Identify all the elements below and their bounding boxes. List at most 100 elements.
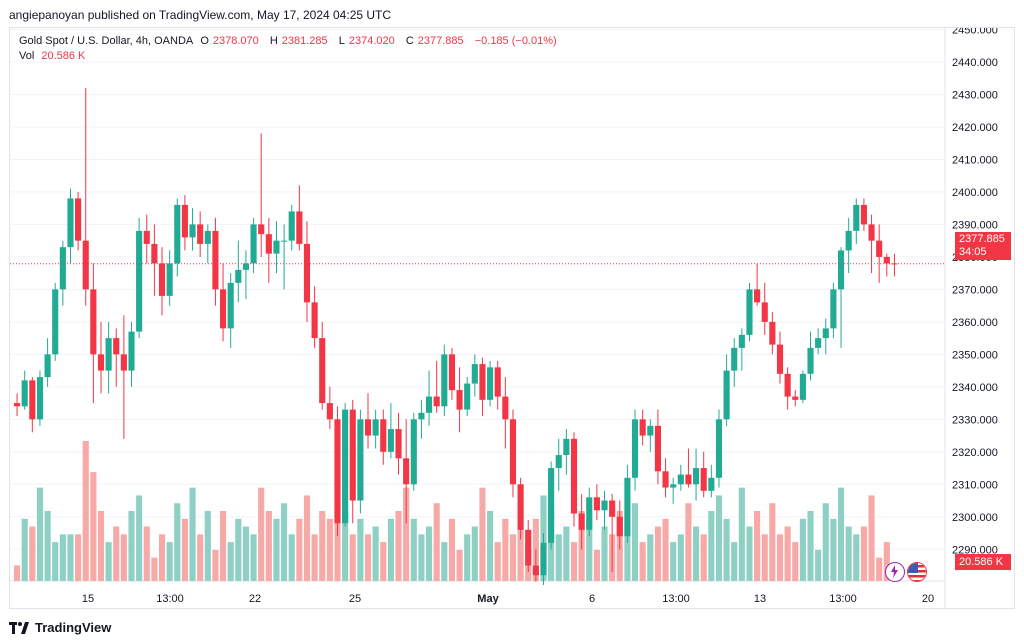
high-value: 2381.285	[281, 35, 328, 47]
volume-bar	[502, 518, 509, 581]
volume-bar	[654, 526, 661, 581]
legend-ohlc-row: Gold Spot / U.S. Dollar, 4h, OANDA O 2378…	[19, 34, 561, 49]
candle-body	[395, 429, 402, 459]
volume-bar	[75, 534, 82, 581]
candle-body	[189, 224, 196, 238]
volume-bar	[853, 534, 860, 581]
volume-bar	[593, 549, 600, 581]
symbol-description[interactable]: Gold Spot / U.S. Dollar, 4h, OANDA	[19, 35, 194, 47]
candle-body	[670, 484, 677, 488]
candle-body	[433, 396, 440, 407]
volume-bar	[258, 487, 265, 581]
volume-bar	[36, 487, 44, 581]
volume-bar	[769, 503, 776, 581]
volume-bar	[311, 534, 318, 581]
candle-body	[830, 289, 837, 329]
volume-bar	[174, 503, 181, 581]
candle-body	[166, 263, 173, 296]
candle-body	[82, 240, 89, 290]
candle-body	[891, 263, 898, 265]
us-flag-icon[interactable]	[907, 562, 927, 582]
candle-body	[349, 409, 356, 501]
volume-bar	[14, 565, 21, 581]
volume-bar	[487, 511, 494, 581]
candle-body	[723, 370, 730, 420]
time-tick-label: 13:00	[156, 593, 184, 605]
candle-body	[540, 542, 547, 576]
volume-bar	[387, 518, 394, 581]
candle-body	[815, 338, 822, 348]
close-label: C	[405, 35, 414, 47]
volume-bar	[136, 495, 143, 581]
price-tick-label: 2450.000	[952, 28, 998, 36]
candle-body	[616, 516, 623, 537]
volume-bar	[303, 495, 311, 581]
volume-bar	[479, 487, 486, 581]
volume-bar	[44, 511, 51, 581]
volume-bar	[754, 511, 761, 581]
volume-bar	[403, 487, 410, 581]
footer-brand[interactable]: TradingView	[9, 620, 111, 635]
price-tick-label: 2340.000	[952, 382, 998, 394]
volume-bar	[357, 518, 364, 581]
candle-body	[837, 250, 845, 290]
volume-bar	[685, 503, 692, 581]
volume-bar	[59, 534, 66, 581]
volume-bar	[883, 542, 890, 581]
candle-body	[639, 419, 646, 436]
volume-label[interactable]: Vol	[19, 50, 35, 62]
time-tick-label: 13	[754, 593, 766, 605]
volume-bar	[82, 441, 89, 581]
candle-body	[548, 468, 555, 543]
volume-bar	[189, 487, 196, 581]
volume-bar	[464, 534, 471, 581]
candle-body	[479, 364, 486, 400]
volume-bar	[372, 526, 379, 581]
candle-body	[845, 230, 852, 251]
volume-bar	[204, 511, 211, 581]
volume-bar	[296, 518, 303, 581]
candle-body	[517, 484, 524, 530]
volume-bar	[90, 472, 97, 581]
candle-body	[784, 373, 791, 397]
candle-body	[97, 354, 105, 371]
candle-body	[456, 390, 463, 410]
candle-body	[59, 247, 66, 290]
candle-body	[868, 224, 875, 241]
candle-body	[151, 243, 158, 264]
candle-body	[14, 403, 21, 407]
time-tick-label: 6	[589, 593, 595, 605]
volume-bar	[761, 534, 768, 581]
price-chart[interactable]: 2450.000 2440.000 2430.000 2420.000 2410.000…	[10, 28, 1014, 608]
tradingview-logo-icon	[9, 621, 29, 634]
candle-body	[532, 565, 539, 576]
candle-body	[593, 497, 600, 511]
volume-bar	[380, 542, 387, 581]
current-price-label: 2377.885 34:05	[955, 232, 1011, 260]
flash-icon[interactable]	[885, 562, 905, 582]
candle-body	[90, 289, 97, 355]
high-label: H	[269, 35, 278, 47]
volume-bar	[471, 526, 478, 581]
candle-body	[563, 438, 570, 456]
volume-bar	[21, 518, 28, 581]
candle-body	[578, 513, 585, 530]
candle-body	[120, 354, 127, 371]
candle-body	[403, 458, 410, 485]
volume-bar	[586, 518, 593, 581]
volume-bar	[29, 526, 36, 581]
volume-bar	[639, 542, 646, 581]
candle-body	[281, 240, 288, 242]
volume-bar	[425, 526, 433, 581]
volume-bar	[807, 511, 814, 581]
legend-volume-row: Vol 20.586 K	[19, 49, 561, 64]
candle-body	[143, 230, 150, 244]
candle-body	[29, 380, 36, 420]
candle-body	[242, 263, 250, 270]
volume-bar	[456, 549, 463, 581]
tradingview-brand-text: TradingView	[35, 620, 112, 635]
volume-bar	[448, 518, 455, 581]
candle-body	[44, 354, 51, 378]
chart-pane[interactable]	[9, 27, 1015, 609]
candle-body	[273, 240, 280, 254]
